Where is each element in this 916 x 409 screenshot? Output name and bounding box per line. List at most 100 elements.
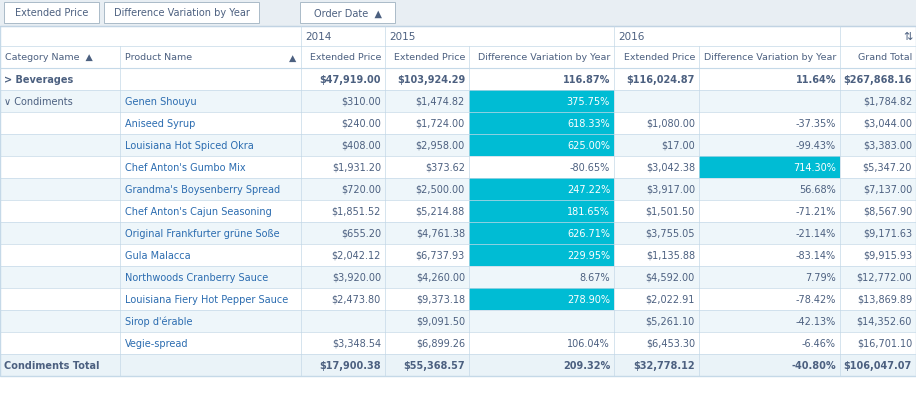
- Text: 375.75%: 375.75%: [567, 97, 610, 107]
- Text: $3,920.00: $3,920.00: [332, 272, 381, 282]
- Text: $116,024.87: $116,024.87: [627, 75, 695, 85]
- Bar: [469, 179, 614, 200]
- Text: Product Name: Product Name: [125, 53, 192, 62]
- Text: $5,261.10: $5,261.10: [646, 316, 695, 326]
- Text: $1,851.52: $1,851.52: [332, 207, 381, 216]
- Text: $7,137.00: $7,137.00: [863, 184, 912, 195]
- Text: Northwoods Cranberry Sauce: Northwoods Cranberry Sauce: [125, 272, 268, 282]
- Text: 209.32%: 209.32%: [562, 360, 610, 370]
- Text: $103,924.29: $103,924.29: [397, 75, 465, 85]
- Text: $1,784.82: $1,784.82: [863, 97, 912, 107]
- Text: $12,772.00: $12,772.00: [856, 272, 912, 282]
- Text: Extended Price: Extended Price: [394, 53, 465, 62]
- Text: -42.13%: -42.13%: [796, 316, 836, 326]
- Text: ▲: ▲: [289, 53, 296, 62]
- Text: 625.00%: 625.00%: [567, 141, 610, 151]
- Text: $14,352.60: $14,352.60: [856, 316, 912, 326]
- Text: $1,931.20: $1,931.20: [332, 163, 381, 173]
- Bar: [0, 27, 916, 47]
- Text: $4,592.00: $4,592.00: [646, 272, 695, 282]
- Text: 2014: 2014: [305, 32, 332, 42]
- Text: Extended Price: Extended Price: [624, 53, 695, 62]
- Text: 278.90%: 278.90%: [567, 294, 610, 304]
- Text: 56.68%: 56.68%: [800, 184, 836, 195]
- Text: $267,868.16: $267,868.16: [844, 75, 912, 85]
- Text: 714.30%: 714.30%: [793, 163, 836, 173]
- Text: $310.00: $310.00: [342, 97, 381, 107]
- Text: $1,724.00: $1,724.00: [416, 119, 465, 129]
- Text: Order Date  ▲: Order Date ▲: [313, 9, 381, 18]
- Text: $240.00: $240.00: [341, 119, 381, 129]
- Text: Original Frankfurter grüne Soße: Original Frankfurter grüne Soße: [125, 229, 279, 238]
- Text: 247.22%: 247.22%: [567, 184, 610, 195]
- Text: Category Name  ▲: Category Name ▲: [5, 53, 93, 62]
- Text: 181.65%: 181.65%: [567, 207, 610, 216]
- Text: Difference Variation by Year: Difference Variation by Year: [477, 53, 610, 62]
- Text: ∨ Condiments: ∨ Condiments: [4, 97, 72, 107]
- Text: -83.14%: -83.14%: [796, 250, 836, 261]
- Text: $9,171.63: $9,171.63: [863, 229, 912, 238]
- Text: 106.04%: 106.04%: [567, 338, 610, 348]
- Text: Chef Anton's Gumbo Mix: Chef Anton's Gumbo Mix: [125, 163, 245, 173]
- Bar: [0, 0, 916, 27]
- Text: $106,047.07: $106,047.07: [844, 360, 912, 370]
- Text: $3,917.00: $3,917.00: [646, 184, 695, 195]
- Bar: [0, 354, 916, 376]
- Text: $2,473.80: $2,473.80: [332, 294, 381, 304]
- Text: $6,899.26: $6,899.26: [416, 338, 465, 348]
- Bar: [0, 288, 916, 310]
- Bar: [469, 222, 614, 245]
- Text: $55,368.57: $55,368.57: [403, 360, 465, 370]
- Text: $17,900.38: $17,900.38: [320, 360, 381, 370]
- Text: $2,042.12: $2,042.12: [332, 250, 381, 261]
- Text: $6,453.30: $6,453.30: [646, 338, 695, 348]
- Text: $1,135.88: $1,135.88: [646, 250, 695, 261]
- Text: -71.21%: -71.21%: [796, 207, 836, 216]
- Text: 116.87%: 116.87%: [562, 75, 610, 85]
- Text: Grandma's Boysenberry Spread: Grandma's Boysenberry Spread: [125, 184, 280, 195]
- Text: $1,501.50: $1,501.50: [646, 207, 695, 216]
- Text: $1,474.82: $1,474.82: [416, 97, 465, 107]
- Text: $32,778.12: $32,778.12: [633, 360, 695, 370]
- Text: $13,869.89: $13,869.89: [856, 294, 912, 304]
- Text: $9,373.18: $9,373.18: [416, 294, 465, 304]
- Text: $655.20: $655.20: [341, 229, 381, 238]
- Text: $3,044.00: $3,044.00: [863, 119, 912, 129]
- Bar: [699, 157, 840, 179]
- Text: Extended Price: Extended Price: [15, 9, 88, 18]
- Text: $17.00: $17.00: [661, 141, 695, 151]
- Text: $9,091.50: $9,091.50: [416, 316, 465, 326]
- Text: -21.14%: -21.14%: [796, 229, 836, 238]
- Text: Chef Anton's Cajun Seasoning: Chef Anton's Cajun Seasoning: [125, 207, 272, 216]
- Text: $1,080.00: $1,080.00: [646, 119, 695, 129]
- Text: $47,919.00: $47,919.00: [320, 75, 381, 85]
- Bar: [469, 135, 614, 157]
- Text: Difference Variation by Year: Difference Variation by Year: [114, 9, 249, 18]
- Bar: [4, 3, 99, 24]
- Text: Louisiana Fiery Hot Pepper Sauce: Louisiana Fiery Hot Pepper Sauce: [125, 294, 289, 304]
- Text: Gula Malacca: Gula Malacca: [125, 250, 191, 261]
- Bar: [0, 222, 916, 245]
- Text: 626.71%: 626.71%: [567, 229, 610, 238]
- Text: > Beverages: > Beverages: [4, 75, 73, 85]
- Text: 11.64%: 11.64%: [795, 75, 836, 85]
- Text: $408.00: $408.00: [342, 141, 381, 151]
- Text: $5,214.88: $5,214.88: [416, 207, 465, 216]
- Text: 7.79%: 7.79%: [805, 272, 836, 282]
- Text: -99.43%: -99.43%: [796, 141, 836, 151]
- Text: Condiments Total: Condiments Total: [4, 360, 100, 370]
- Bar: [469, 113, 614, 135]
- Bar: [0, 69, 916, 91]
- Text: Aniseed Syrup: Aniseed Syrup: [125, 119, 195, 129]
- Bar: [0, 266, 916, 288]
- Bar: [0, 310, 916, 332]
- Text: 8.67%: 8.67%: [580, 272, 610, 282]
- Text: $3,755.05: $3,755.05: [646, 229, 695, 238]
- Text: Grand Total: Grand Total: [857, 53, 912, 62]
- Bar: [469, 245, 614, 266]
- Text: $720.00: $720.00: [341, 184, 381, 195]
- Text: $4,761.38: $4,761.38: [416, 229, 465, 238]
- Text: $3,348.54: $3,348.54: [332, 338, 381, 348]
- Text: $2,958.00: $2,958.00: [416, 141, 465, 151]
- Bar: [0, 200, 916, 222]
